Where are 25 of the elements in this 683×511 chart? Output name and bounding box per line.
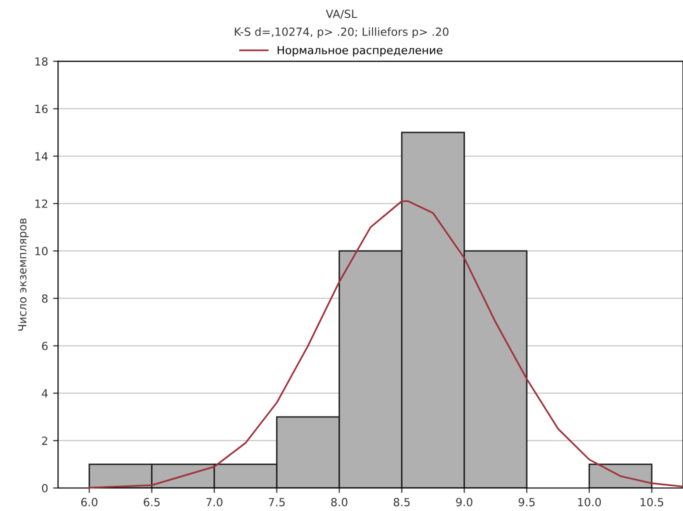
y-tick-label: 6 — [42, 342, 48, 350]
chart-subtitle: K-S d=,10274, p> .20; Lilliefors p> .20 — [234, 27, 448, 38]
y-tick-label: 8 — [42, 294, 48, 303]
y-tick-label: 4 — [42, 389, 48, 398]
line-series — [88, 200, 683, 489]
x-tick-label: 9.0 — [456, 498, 472, 506]
x-tick-label: 7.0 — [206, 498, 222, 506]
y-tick-label: 18 — [35, 57, 48, 66]
y-tick-label: 2 — [42, 436, 48, 445]
chart-title: VA/SL — [326, 10, 358, 19]
x-tick-label: 8.0 — [331, 498, 348, 506]
y-tick-label: 14 — [35, 152, 48, 160]
x-tick-label: 6.5 — [144, 498, 160, 506]
x-tick-label: 7.5 — [268, 498, 285, 506]
x-tick-label: 9.5 — [518, 498, 535, 506]
y-tick-label: 12 — [35, 200, 48, 208]
y-axis-title: Число экземпляров — [18, 218, 29, 331]
legend-label: Нормальное распределение — [278, 46, 442, 56]
x-tick-label: 6.0 — [81, 498, 98, 506]
y-tick-label: 10 — [35, 246, 48, 256]
x-tick-label: 10.5 — [640, 498, 664, 506]
x-tick-label: 8.5 — [394, 498, 410, 506]
y-tick-label: 16 — [35, 104, 48, 114]
y-tick-label: 0 — [42, 484, 48, 492]
x-tick-label: 10.0 — [578, 498, 601, 506]
